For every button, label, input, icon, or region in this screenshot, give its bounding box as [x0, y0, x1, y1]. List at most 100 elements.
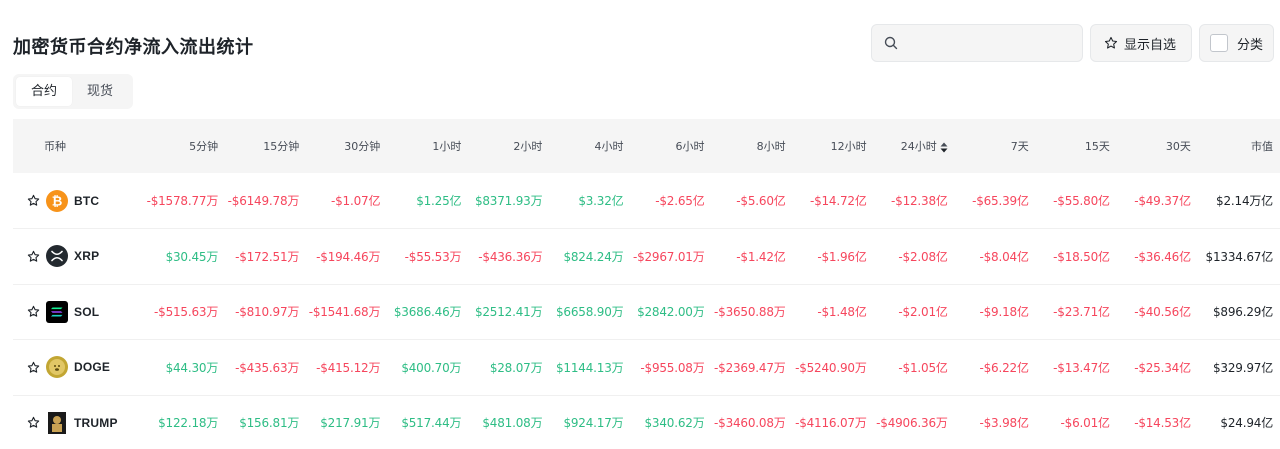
flow-value: -$14.72亿 — [809, 194, 867, 208]
flow-value: -$194.46万 — [316, 249, 381, 264]
flow-value: -$2369.47万 — [714, 360, 786, 375]
coin-cell: SOL — [13, 284, 143, 340]
market-cap-value: $2.14万亿 — [1216, 194, 1273, 208]
flow-value: -$4116.07万 — [795, 416, 867, 431]
solana-icon — [46, 300, 68, 323]
col-12h[interactable]: 12小时 — [830, 140, 867, 153]
col-6h[interactable]: 6小时 — [675, 140, 705, 153]
col-market-cap[interactable]: 市值 — [1251, 140, 1273, 153]
coin-symbol: BTC — [74, 193, 100, 208]
flow-value: -$14.53亿 — [1134, 416, 1191, 431]
flow-value: $3686.46万 — [393, 305, 462, 320]
col-24h[interactable]: 24小时 — [874, 119, 955, 173]
market-cap-value: $24.94亿 — [1220, 416, 1273, 431]
flow-value: -$1.48亿 — [817, 305, 867, 320]
flow-value: $340.62万 — [644, 416, 705, 431]
table-row[interactable]: ₿ BTC -$1578.77万 -$6149.78万 -$1.07亿 $1.25亿 $83… — [13, 173, 1280, 229]
flow-value: -$1.42亿 — [736, 249, 786, 264]
favorite-star-icon[interactable] — [27, 361, 40, 374]
category-toggle[interactable]: 分类 — [1199, 24, 1274, 62]
flow-value: $122.18万 — [158, 416, 219, 431]
xrp-icon — [46, 245, 68, 268]
flow-value: -$25.34亿 — [1134, 360, 1191, 375]
flow-value: -$6.22亿 — [979, 360, 1029, 375]
col-30m[interactable]: 30分钟 — [344, 140, 381, 153]
market-type-tabs: 合约 现货 — [13, 74, 133, 109]
favorite-star-icon[interactable] — [27, 194, 40, 207]
col-5m[interactable]: 5分钟 — [189, 140, 219, 153]
favorite-star-icon[interactable] — [27, 416, 40, 429]
market-cap-value: $896.29亿 — [1212, 305, 1273, 320]
flow-value: $156.81万 — [239, 416, 300, 431]
col-7d[interactable]: 7天 — [1010, 140, 1029, 153]
col-15d[interactable]: 15天 — [1084, 140, 1110, 153]
coin-symbol: TRUMP — [74, 415, 118, 430]
table-row[interactable]: TRUMP $122.18万 $156.81万 $217.91万 $517.44万 $48… — [13, 395, 1280, 449]
flow-value: -$12.38亿 — [891, 194, 948, 208]
col-coin: 币种 — [44, 140, 66, 153]
flow-value: -$23.71亿 — [1053, 305, 1110, 320]
flow-value: -$1.05亿 — [898, 360, 948, 375]
col-4h[interactable]: 4小时 — [594, 140, 624, 153]
flow-value: -$8.04亿 — [979, 249, 1029, 264]
flow-value: $824.24万 — [563, 249, 624, 264]
flow-table: 币种 5分钟 15分钟 30分钟 1小时 2小时 4小时 6小时 8小时 12小… — [13, 119, 1280, 449]
favorite-star-icon[interactable] — [27, 305, 40, 318]
flow-value: -$18.50亿 — [1053, 249, 1110, 264]
flow-value: $3.32亿 — [578, 194, 624, 208]
flow-value: $217.91万 — [320, 416, 381, 431]
col-15m[interactable]: 15分钟 — [263, 140, 300, 153]
dogecoin-icon — [46, 356, 68, 379]
search-icon — [884, 36, 898, 50]
flow-value: -$810.97万 — [235, 305, 300, 320]
flow-value: $8371.93万 — [474, 194, 543, 208]
table-row[interactable]: SOL -$515.63万 -$810.97万 -$1541.68万 $3686.46万… — [13, 284, 1280, 340]
coin-cell: TRUMP — [13, 395, 143, 449]
flow-value: -$5.60亿 — [736, 194, 786, 208]
flow-value: $44.30万 — [165, 360, 219, 375]
bitcoin-icon: ₿ — [46, 189, 68, 212]
trump-icon — [46, 411, 68, 434]
coin-cell: DOGE — [13, 340, 143, 396]
flow-value: $1.25亿 — [416, 194, 462, 208]
col-30d[interactable]: 30天 — [1165, 140, 1191, 153]
flow-value: -$4906.36万 — [876, 416, 948, 431]
search-box[interactable] — [871, 24, 1083, 62]
tab-spot[interactable]: 现货 — [87, 84, 114, 99]
flow-value: -$1541.68万 — [308, 305, 381, 320]
flow-value: $400.70万 — [401, 360, 462, 375]
category-label: 分类 — [1237, 37, 1264, 53]
flow-value: -$6149.78万 — [227, 194, 300, 208]
flow-value: -$9.18亿 — [979, 305, 1029, 320]
search-input[interactable] — [908, 31, 1076, 55]
flow-value: -$2.01亿 — [898, 305, 948, 320]
flow-value: -$436.36万 — [478, 249, 543, 264]
flow-value: -$3.98亿 — [979, 416, 1029, 431]
flow-value: $517.44万 — [401, 416, 462, 431]
flow-value: -$1.96亿 — [817, 249, 867, 264]
flow-value: -$36.46亿 — [1134, 249, 1191, 264]
coin-cell: XRP — [13, 229, 143, 285]
table-row[interactable]: XRP $30.45万 -$172.51万 -$194.46万 -$55.53万 -$43… — [13, 229, 1280, 285]
flow-value: -$2.08亿 — [898, 249, 948, 264]
flow-value: $481.08万 — [482, 416, 543, 431]
sort-icon — [940, 142, 948, 152]
col-8h[interactable]: 8小时 — [756, 140, 786, 153]
table-row[interactable]: DOGE $44.30万 -$435.63万 -$415.12万 $400.70万 $28… — [13, 340, 1280, 396]
market-cap-value: $1334.67亿 — [1205, 249, 1274, 264]
flow-value: -$172.51万 — [235, 249, 300, 264]
col-1h[interactable]: 1小时 — [432, 140, 462, 153]
flow-value: $30.45万 — [165, 249, 219, 264]
tab-futures[interactable]: 合约 — [16, 77, 73, 106]
col-2h[interactable]: 2小时 — [513, 140, 543, 153]
page-title: 加密货币合约净流入流出统计 — [13, 37, 254, 58]
flow-value: -$2.65亿 — [655, 194, 705, 208]
coin-symbol: DOGE — [74, 360, 111, 375]
col-24h-label: 24小时 — [900, 140, 937, 153]
category-checkbox[interactable] — [1210, 34, 1228, 52]
favorite-star-icon[interactable] — [27, 250, 40, 263]
flow-value: -$515.63万 — [154, 305, 219, 320]
flow-value: $2512.41万 — [474, 305, 543, 320]
flow-value: -$5240.90万 — [795, 360, 867, 375]
show-favorites-button[interactable]: 显示自选 — [1090, 24, 1192, 62]
